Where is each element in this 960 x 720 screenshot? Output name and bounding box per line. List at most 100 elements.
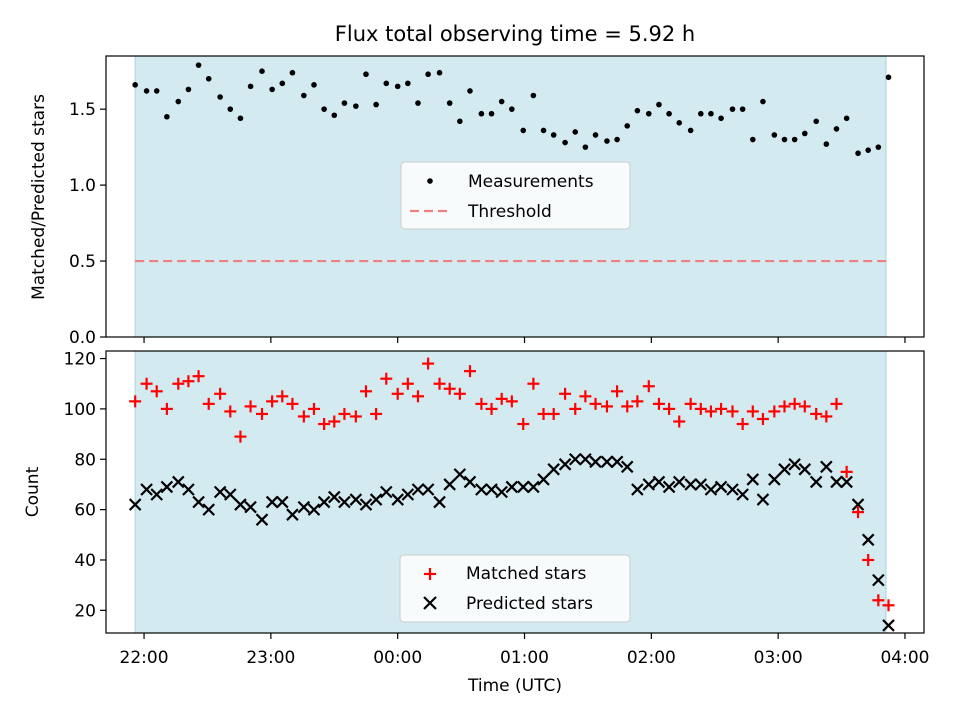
- bottom-y-tick-label: 20: [74, 601, 96, 621]
- measurement-point: [247, 83, 254, 90]
- measurement-point: [467, 88, 473, 94]
- bottom-y-axis-label: Count: [23, 466, 43, 517]
- measurement-point: [415, 100, 421, 106]
- measurement-point: [687, 127, 694, 134]
- predicted-star-point: [704, 483, 718, 496]
- matched-star-point: [652, 397, 665, 410]
- x-tick-label: 23:00: [246, 648, 295, 668]
- legend-measurements-label: Measurements: [468, 172, 594, 192]
- measurement-point: [153, 88, 160, 94]
- predicted-star-point: [726, 483, 739, 496]
- predicted-star-point: [652, 475, 666, 489]
- matched-star-point: [359, 385, 372, 398]
- measurement-point: [478, 110, 485, 117]
- matched-star-point: [443, 382, 456, 395]
- matched-star-point: [589, 397, 602, 410]
- measurement-point: [550, 132, 557, 138]
- matched-star-point: [768, 405, 781, 418]
- measurement-point: [666, 110, 672, 117]
- top-y-tick-label: 1.5: [69, 100, 96, 120]
- matched-star-point: [820, 410, 833, 423]
- predicted-star-point: [746, 473, 760, 486]
- measurement-point: [436, 69, 443, 76]
- predicted-star-point: [317, 495, 331, 509]
- matched-star-point: [726, 405, 739, 418]
- matched-star-point: [422, 357, 435, 370]
- measurement-point: [592, 132, 599, 138]
- predicted-star-point: [495, 485, 508, 499]
- matched-star-point: [798, 400, 811, 413]
- bottom-y-tick-label: 60: [74, 501, 96, 521]
- predicted-star-point: [684, 478, 697, 491]
- measurement-point: [363, 71, 369, 78]
- predicted-star-point: [182, 483, 195, 496]
- matched-star-point: [673, 415, 686, 428]
- measurement-point: [373, 101, 379, 108]
- matched-star-point: [631, 395, 644, 408]
- measurement-point: [843, 115, 850, 122]
- measurement-point: [175, 98, 182, 105]
- x-tick-label: 00:00: [373, 648, 422, 668]
- measurement-point: [855, 150, 861, 157]
- predicted-star-point: [579, 452, 592, 466]
- predicted-star-point: [128, 498, 142, 511]
- matched-star-point: [401, 377, 414, 390]
- matched-star-point: [756, 412, 769, 425]
- matched-star-point: [852, 506, 865, 519]
- predicted-star-point: [537, 473, 550, 486]
- predicted-star-point: [475, 483, 488, 496]
- measurement-point: [259, 68, 265, 74]
- measurement-point: [718, 115, 724, 122]
- matched-star-point: [840, 465, 853, 478]
- matched-star-point: [255, 407, 268, 420]
- predicted-star-point: [600, 455, 614, 469]
- predicted-star-point: [631, 483, 644, 496]
- predicted-star-point: [851, 498, 865, 511]
- predicted-star-point: [213, 485, 227, 499]
- measurement-point: [656, 101, 662, 108]
- predicted-star-point: [672, 475, 686, 489]
- matched-star-point: [684, 397, 697, 410]
- matched-star-point: [338, 407, 351, 420]
- matched-star-point: [391, 387, 404, 400]
- measurement-point: [823, 141, 830, 147]
- predicted-star-point: [662, 480, 676, 494]
- matched-star-point: [537, 407, 550, 420]
- measurement-point: [614, 136, 620, 143]
- legend-matched-marker: [424, 568, 436, 580]
- predicted-star-point: [359, 498, 373, 511]
- chart-title: Flux total observing time = 5.92 h: [335, 22, 695, 46]
- measurement-point: [708, 110, 714, 117]
- matched-star-point: [202, 397, 215, 410]
- measurement-point: [289, 69, 296, 76]
- top-panel-frame: [105, 55, 925, 338]
- predicted-star-point: [485, 483, 498, 496]
- predicted-star-point: [286, 508, 299, 521]
- measurement-point: [341, 100, 348, 106]
- predicted-star-point: [433, 495, 446, 509]
- legend-predicted-marker: [423, 596, 437, 610]
- matched-star-point: [559, 387, 572, 400]
- measurement-point: [164, 113, 170, 120]
- matched-star-point: [621, 400, 634, 413]
- matched-star-point: [266, 395, 279, 408]
- predicted-star-point: [255, 513, 269, 526]
- measurement-point: [457, 118, 463, 125]
- predicted-star-point: [694, 478, 708, 491]
- measurement-point: [697, 110, 704, 117]
- matched-star-point: [600, 400, 613, 413]
- predicted-star-point: [202, 503, 216, 516]
- measurement-point: [195, 62, 202, 68]
- x-tick-label: 02:00: [627, 648, 676, 668]
- measurement-point: [604, 138, 610, 144]
- measurement-point: [488, 110, 495, 117]
- top-y-tick-label: 1.0: [69, 176, 96, 196]
- measurement-point: [729, 106, 736, 112]
- matched-star-point: [160, 402, 173, 415]
- predicted-star-point: [369, 493, 383, 506]
- predicted-star-point: [568, 452, 582, 466]
- predicted-star-point: [861, 533, 875, 547]
- predicted-star-point: [820, 460, 833, 474]
- measurement-point: [237, 115, 244, 122]
- bottom-legend-box: [399, 554, 631, 623]
